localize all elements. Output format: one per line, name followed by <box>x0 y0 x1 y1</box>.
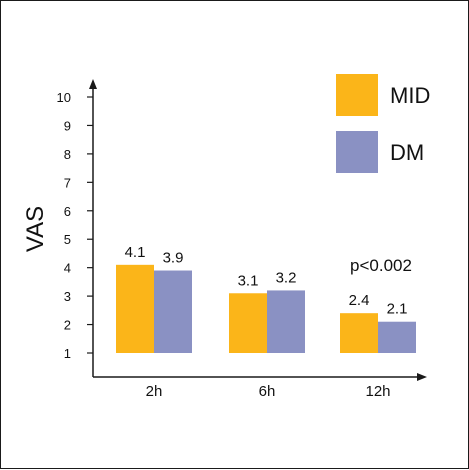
y-tick-label: 8 <box>64 147 71 162</box>
y-ticks: 1 2 3 4 5 6 7 8 9 10 <box>57 90 93 361</box>
data-label-mid-12h: 2.4 <box>349 292 370 309</box>
x-tick-label-6h: 6h <box>259 383 276 400</box>
axes <box>89 79 427 381</box>
x-tick-label-12h: 12h <box>365 383 390 400</box>
legend-label-mid: MID <box>390 83 430 108</box>
legend-swatch-dm <box>336 131 378 173</box>
y-axis-label: VAS <box>22 206 49 252</box>
data-label-dm-12h: 2.1 <box>387 301 408 318</box>
y-tick-label: 5 <box>64 232 71 247</box>
bar-mid-12h <box>340 313 378 353</box>
data-label-dm-2h: 3.9 <box>163 250 184 267</box>
legend-swatch-mid <box>336 74 378 116</box>
data-label-mid-6h: 3.1 <box>238 272 259 289</box>
y-tick-label: 3 <box>64 289 71 304</box>
bar-dm-2h <box>154 270 192 353</box>
bar-mid-6h <box>229 293 267 353</box>
y-tick-label: 1 <box>64 346 71 361</box>
y-tick-label: 2 <box>64 318 71 333</box>
bar-dm-12h <box>378 321 416 353</box>
data-label-dm-6h: 3.2 <box>276 269 297 286</box>
legend: MID DM <box>336 74 430 173</box>
legend-label-dm: DM <box>390 140 424 165</box>
bars <box>116 264 416 353</box>
y-axis-arrow <box>89 79 97 89</box>
y-tick-label: 9 <box>64 118 71 133</box>
p-value-annotation: p<0.002 <box>350 256 412 275</box>
y-tick-label: 4 <box>64 261 71 276</box>
data-labels: 4.1 3.9 3.1 3.2 2.4 2.1 <box>125 244 408 318</box>
y-tick-label: 6 <box>64 204 71 219</box>
bar-dm-6h <box>267 290 305 353</box>
x-axis-arrow <box>417 373 427 381</box>
x-tick-label-2h: 2h <box>146 383 163 400</box>
y-tick-label: 10 <box>57 90 71 105</box>
bar-mid-2h <box>116 264 154 353</box>
data-label-mid-2h: 4.1 <box>125 244 146 261</box>
x-tick-labels: 2h 6h 12h <box>146 383 391 400</box>
y-tick-label: 7 <box>64 175 71 190</box>
